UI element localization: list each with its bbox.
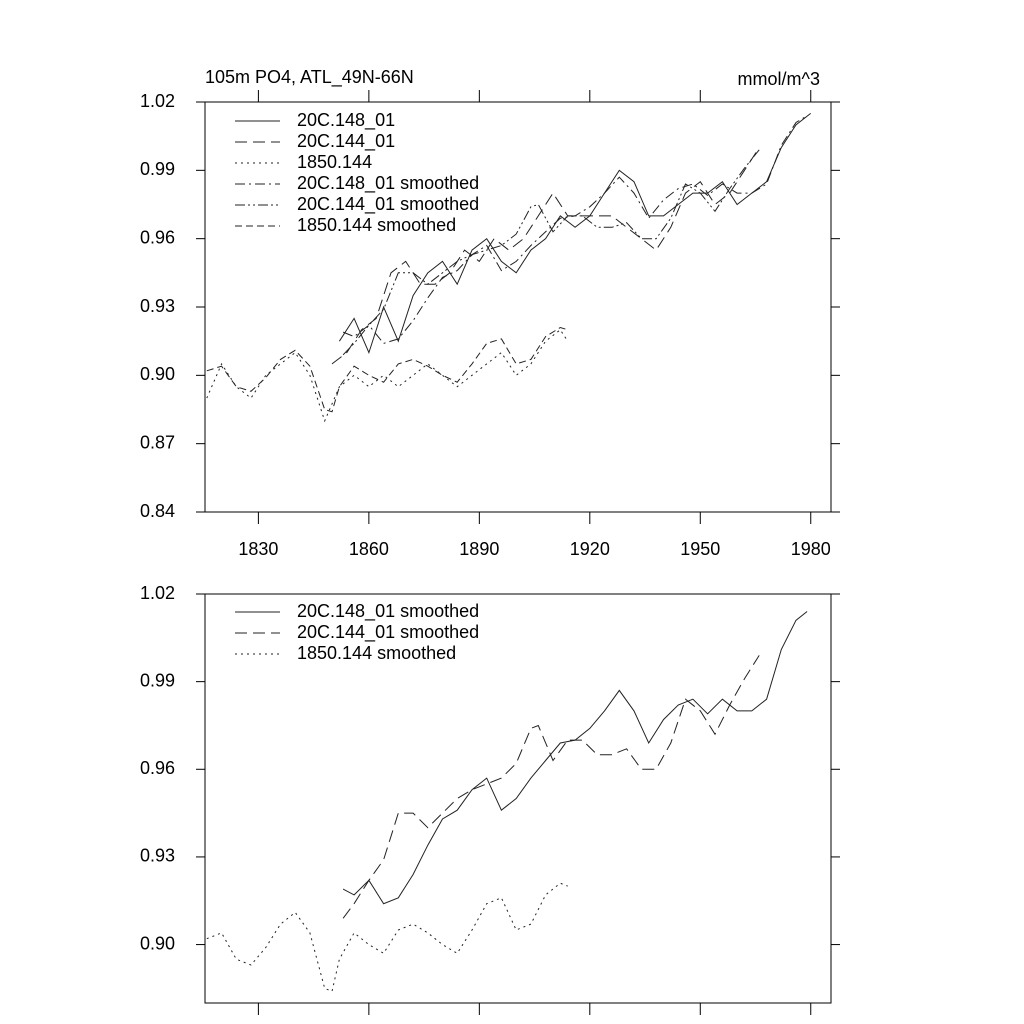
y-tick-label: 0.99 — [140, 670, 175, 690]
data-line — [206, 882, 568, 992]
legend-label: 1850.144 — [297, 152, 372, 172]
x-tick-label: 1980 — [791, 539, 831, 559]
data-line — [342, 655, 760, 919]
legend-label: 20C.144_01 — [297, 131, 395, 152]
y-tick-label: 1.02 — [140, 91, 175, 111]
legend-label: 20C.144_01 smoothed — [297, 194, 479, 215]
x-tick-label: 1890 — [459, 539, 499, 559]
y-tick-label: 0.87 — [140, 432, 175, 452]
data-line — [338, 113, 812, 355]
y-tick-label: 0.90 — [140, 364, 175, 384]
x-tick-label: 1830 — [238, 539, 278, 559]
legend-label: 1850.144 smoothed — [297, 643, 456, 663]
legend-label: 20C.144_01 smoothed — [297, 622, 479, 643]
legend-label: 20C.148_01 — [297, 110, 395, 131]
plot-frame — [204, 593, 832, 1004]
chart-title: 105m PO4, ATL_49N-66N — [205, 67, 414, 88]
y-tick-label: 0.99 — [140, 159, 175, 179]
x-tick-label: 1950 — [680, 539, 720, 559]
units-label: mmol/m^3 — [738, 69, 820, 89]
data-line — [331, 147, 760, 365]
y-tick-label: 0.93 — [140, 296, 175, 316]
x-tick-label: 1860 — [349, 539, 389, 559]
x-tick-label: 1920 — [570, 539, 610, 559]
y-tick-label: 0.96 — [140, 758, 175, 778]
y-tick-label: 0.93 — [140, 846, 175, 866]
y-tick-label: 0.84 — [140, 501, 175, 521]
legend-label: 1850.144 smoothed — [297, 215, 456, 235]
legend-label: 20C.148_01 smoothed — [297, 601, 479, 622]
data-line — [342, 149, 760, 356]
y-tick-label: 1.02 — [140, 583, 175, 603]
y-tick-label: 0.96 — [140, 227, 175, 247]
data-line — [206, 326, 568, 413]
y-tick-label: 0.90 — [140, 933, 175, 953]
data-line — [206, 329, 569, 423]
legend-label: 20C.148_01 smoothed — [297, 173, 479, 194]
